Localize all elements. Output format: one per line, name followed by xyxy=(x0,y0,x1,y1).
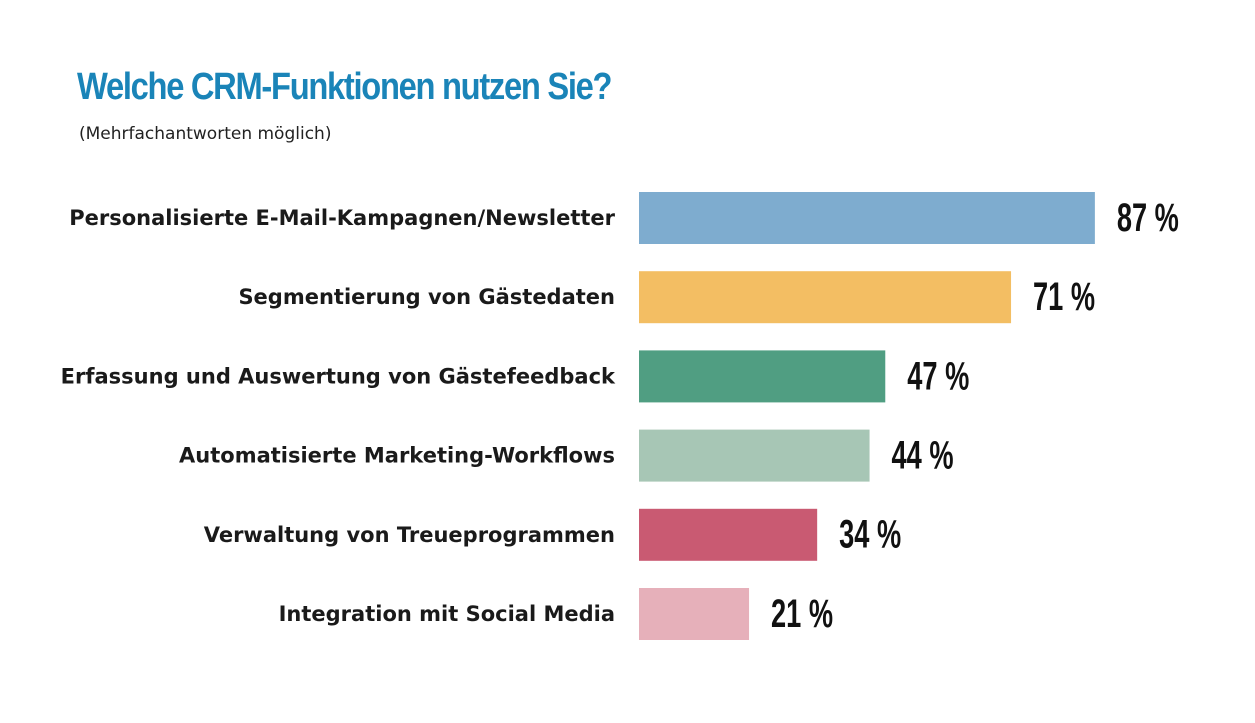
value-label-6: 21 % xyxy=(771,592,833,636)
value-label-3: 47 % xyxy=(907,354,969,398)
chart-subtitle: (Mehrfachantworten möglich) xyxy=(79,124,332,144)
value-label-2: 71 % xyxy=(1033,275,1095,319)
category-label-2: Segmentierung von Gästedaten xyxy=(238,285,615,309)
bar-2 xyxy=(639,271,1012,324)
bar-1 xyxy=(639,192,1095,244)
chart-title: Welche CRM-Funktionen nutzen Sie? xyxy=(77,66,612,108)
bar-5 xyxy=(639,508,818,561)
category-label-3: Erfassung und Auswertung von Gästefeedba… xyxy=(61,364,616,388)
category-label-1: Personalisierte E-Mail-Kampagnen/Newslet… xyxy=(69,206,615,230)
value-label-4: 44 % xyxy=(892,433,954,477)
value-label-5: 34 % xyxy=(839,513,901,557)
value-label-1: 87 % xyxy=(1117,196,1179,240)
category-label-6: Integration mit Social Media xyxy=(279,602,615,626)
bar-3 xyxy=(639,350,886,403)
bar-4 xyxy=(639,429,870,482)
category-label-5: Verwaltung von Treueprogrammen xyxy=(204,523,615,547)
category-label-4: Automatisierte Marketing-Workflows xyxy=(179,444,615,468)
bar-6 xyxy=(639,588,750,640)
